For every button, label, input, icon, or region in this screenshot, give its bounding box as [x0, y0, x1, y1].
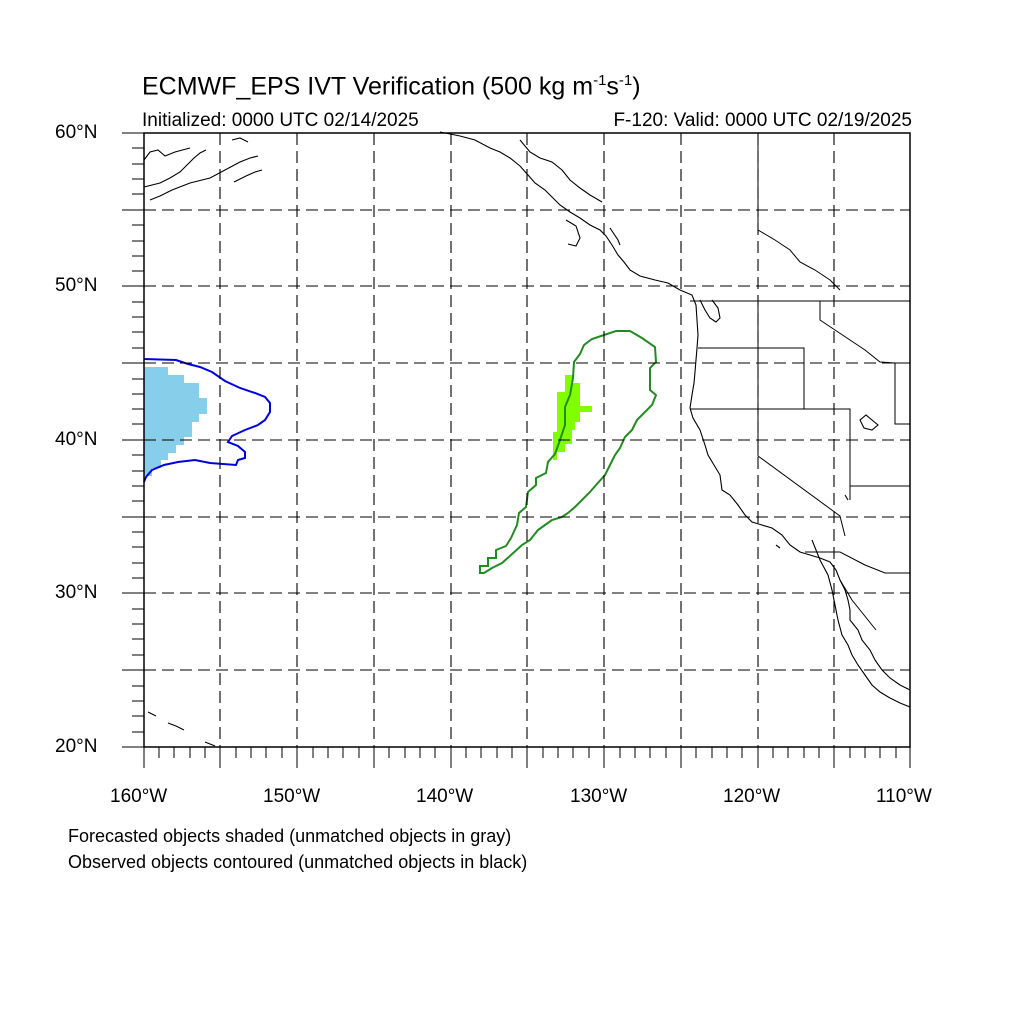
lat-label-60n: 60°N	[55, 122, 98, 143]
lat-label-40n: 40°N	[55, 429, 98, 450]
valid-time-label: F-120: Valid: 0000 UTC 02/19/2025	[613, 110, 912, 131]
map-title: ECMWF_EPS IVT Verification (500 kg m-1s-…	[142, 72, 641, 101]
observed-object-east	[479, 330, 658, 574]
lat-label-30n: 30°N	[55, 582, 98, 603]
lon-label-160w: 160°W	[110, 786, 168, 807]
lon-label-120w: 120°W	[723, 786, 781, 807]
state-borders	[690, 133, 910, 631]
tick-marks	[122, 132, 911, 768]
forecast-note: Forecasted objects shaded (unmatched obj…	[68, 826, 512, 846]
observed-note: Observed objects contoured (unmatched ob…	[68, 852, 528, 872]
lon-label-140w: 140°W	[416, 786, 474, 807]
grid-lines	[144, 133, 910, 747]
init-time-label: Initialized: 0000 UTC 02/14/2025	[142, 110, 419, 131]
observed-object-west	[143, 358, 271, 483]
lat-label-20n: 20°N	[55, 736, 98, 757]
forecast-object-east	[553, 375, 592, 460]
lon-label-150w: 150°W	[263, 786, 321, 807]
lat-label-50n: 50°N	[55, 275, 98, 296]
forecast-object-west	[144, 367, 207, 476]
lon-label-110w: 110°W	[876, 786, 932, 807]
coastlines	[143, 131, 911, 747]
lon-label-130w: 130°W	[570, 786, 628, 807]
